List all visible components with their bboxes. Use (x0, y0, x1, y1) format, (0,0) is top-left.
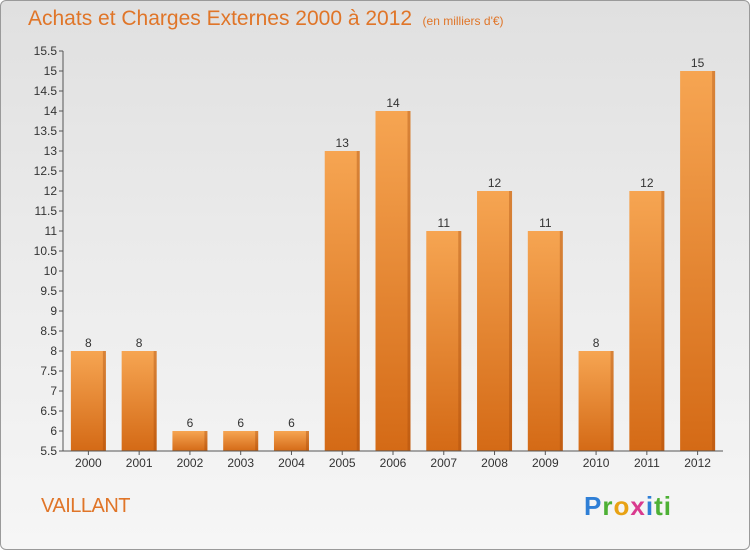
bar-edge (610, 351, 614, 451)
chart-unit: (en milliers d'€) (422, 14, 504, 28)
commune-name: VAILLANT (41, 495, 131, 517)
y-tick-label: 14 (44, 104, 58, 118)
logo-letter: i (645, 491, 655, 521)
x-tick-label: 2004 (278, 456, 305, 470)
y-tick-label: 13 (44, 144, 58, 158)
x-tick-label: 2011 (634, 456, 660, 470)
bar-value-label: 6 (187, 416, 194, 430)
logo-letter: t (654, 491, 664, 521)
bar-edge (458, 231, 462, 451)
bar-value-label: 12 (640, 176, 654, 190)
bar-value-label: 8 (136, 336, 143, 350)
logo-letter: r (602, 491, 614, 521)
bar (324, 151, 360, 451)
bar-value-label: 15 (691, 56, 705, 70)
x-tick-label: 2007 (430, 456, 457, 470)
y-tick-label: 12.5 (34, 164, 58, 178)
logo-letter: x (630, 491, 646, 521)
y-tick-label: 10 (44, 264, 58, 278)
x-tick-label: 2009 (532, 456, 559, 470)
bar-value-label: 8 (593, 336, 600, 350)
bar-value-label: 12 (488, 176, 502, 190)
y-tick-label: 14.5 (34, 84, 58, 98)
x-tick-label: 2003 (227, 456, 254, 470)
x-tick-label: 2001 (126, 456, 153, 470)
bar-edge (712, 71, 716, 451)
x-tick-label: 2000 (75, 456, 102, 470)
x-tick-label: 2008 (481, 456, 508, 470)
bar-value-label: 13 (336, 136, 350, 150)
bar (426, 231, 462, 451)
y-axis: 5.5 6 6.5 7 7.5 8 8.5 9 9.5 10 10.5 11 11.5 12 12.5 13 1… (34, 44, 64, 458)
bar (70, 351, 106, 451)
bar-edge (255, 431, 259, 451)
y-tick-label: 5.5 (40, 444, 57, 458)
bar (121, 351, 157, 451)
bar-edge (356, 151, 360, 451)
bar (680, 71, 716, 451)
x-tick-label: 2012 (684, 456, 711, 470)
bar-value-label: 8 (85, 336, 92, 350)
bar (375, 111, 411, 451)
y-tick-label: 10.5 (34, 244, 58, 258)
bar (172, 431, 208, 451)
proxiti-logo: Proxiti (584, 491, 672, 522)
y-tick-label: 7.5 (40, 364, 57, 378)
title-row: Achats et Charges Externes 2000 à 2012 (… (28, 7, 504, 31)
y-tick-label: 12 (44, 184, 58, 198)
x-tick-label: 2002 (177, 456, 204, 470)
bar-edge (102, 351, 106, 451)
x-axis: 2000 2001 2002 2003 2004 2005 2006 2007 2008 2009… (63, 450, 723, 470)
bar (477, 191, 513, 451)
bar-value-label: 6 (237, 416, 244, 430)
y-tick-label: 6 (50, 424, 57, 438)
y-tick-label: 9 (50, 304, 57, 318)
bar-value-label: 11 (438, 216, 451, 230)
logo-letter: i (663, 491, 672, 521)
bar-edge (559, 231, 563, 451)
bar (527, 231, 563, 451)
bar-edge (204, 431, 208, 451)
y-tick-label: 11.5 (35, 204, 58, 218)
y-tick-label: 9.5 (40, 284, 57, 298)
chart-title: Achats et Charges Externes 2000 à 2012 (28, 7, 413, 30)
bar (273, 431, 309, 451)
bar (629, 191, 665, 451)
bar-edge (509, 191, 513, 451)
y-tick-label: 11 (45, 224, 58, 238)
bar-edge (661, 191, 665, 451)
y-tick-label: 15.5 (34, 44, 58, 58)
bar-edge (153, 351, 157, 451)
bar-edge (407, 111, 411, 451)
x-tick-label: 2010 (583, 456, 610, 470)
y-tick-label: 7 (50, 384, 57, 398)
y-tick-label: 15 (44, 64, 58, 78)
bar-value-label: 6 (288, 416, 295, 430)
x-tick-label: 2005 (329, 456, 356, 470)
bar-value-label: 14 (386, 96, 400, 110)
bar (578, 351, 614, 451)
logo-letter: P (584, 491, 603, 521)
x-tick-label: 2006 (380, 456, 407, 470)
logo-letter: o (613, 491, 631, 521)
bars: 8 8 6 6 6 13 14 11 12 11 8 12 15 (70, 56, 716, 451)
y-tick-label: 6.5 (40, 404, 57, 418)
y-tick-label: 8.5 (40, 324, 57, 338)
y-tick-label: 13.5 (34, 124, 58, 138)
bar (223, 431, 259, 451)
y-tick-label: 8 (50, 344, 57, 358)
bar-value-label: 11 (539, 216, 552, 230)
bar-edge (305, 431, 309, 451)
